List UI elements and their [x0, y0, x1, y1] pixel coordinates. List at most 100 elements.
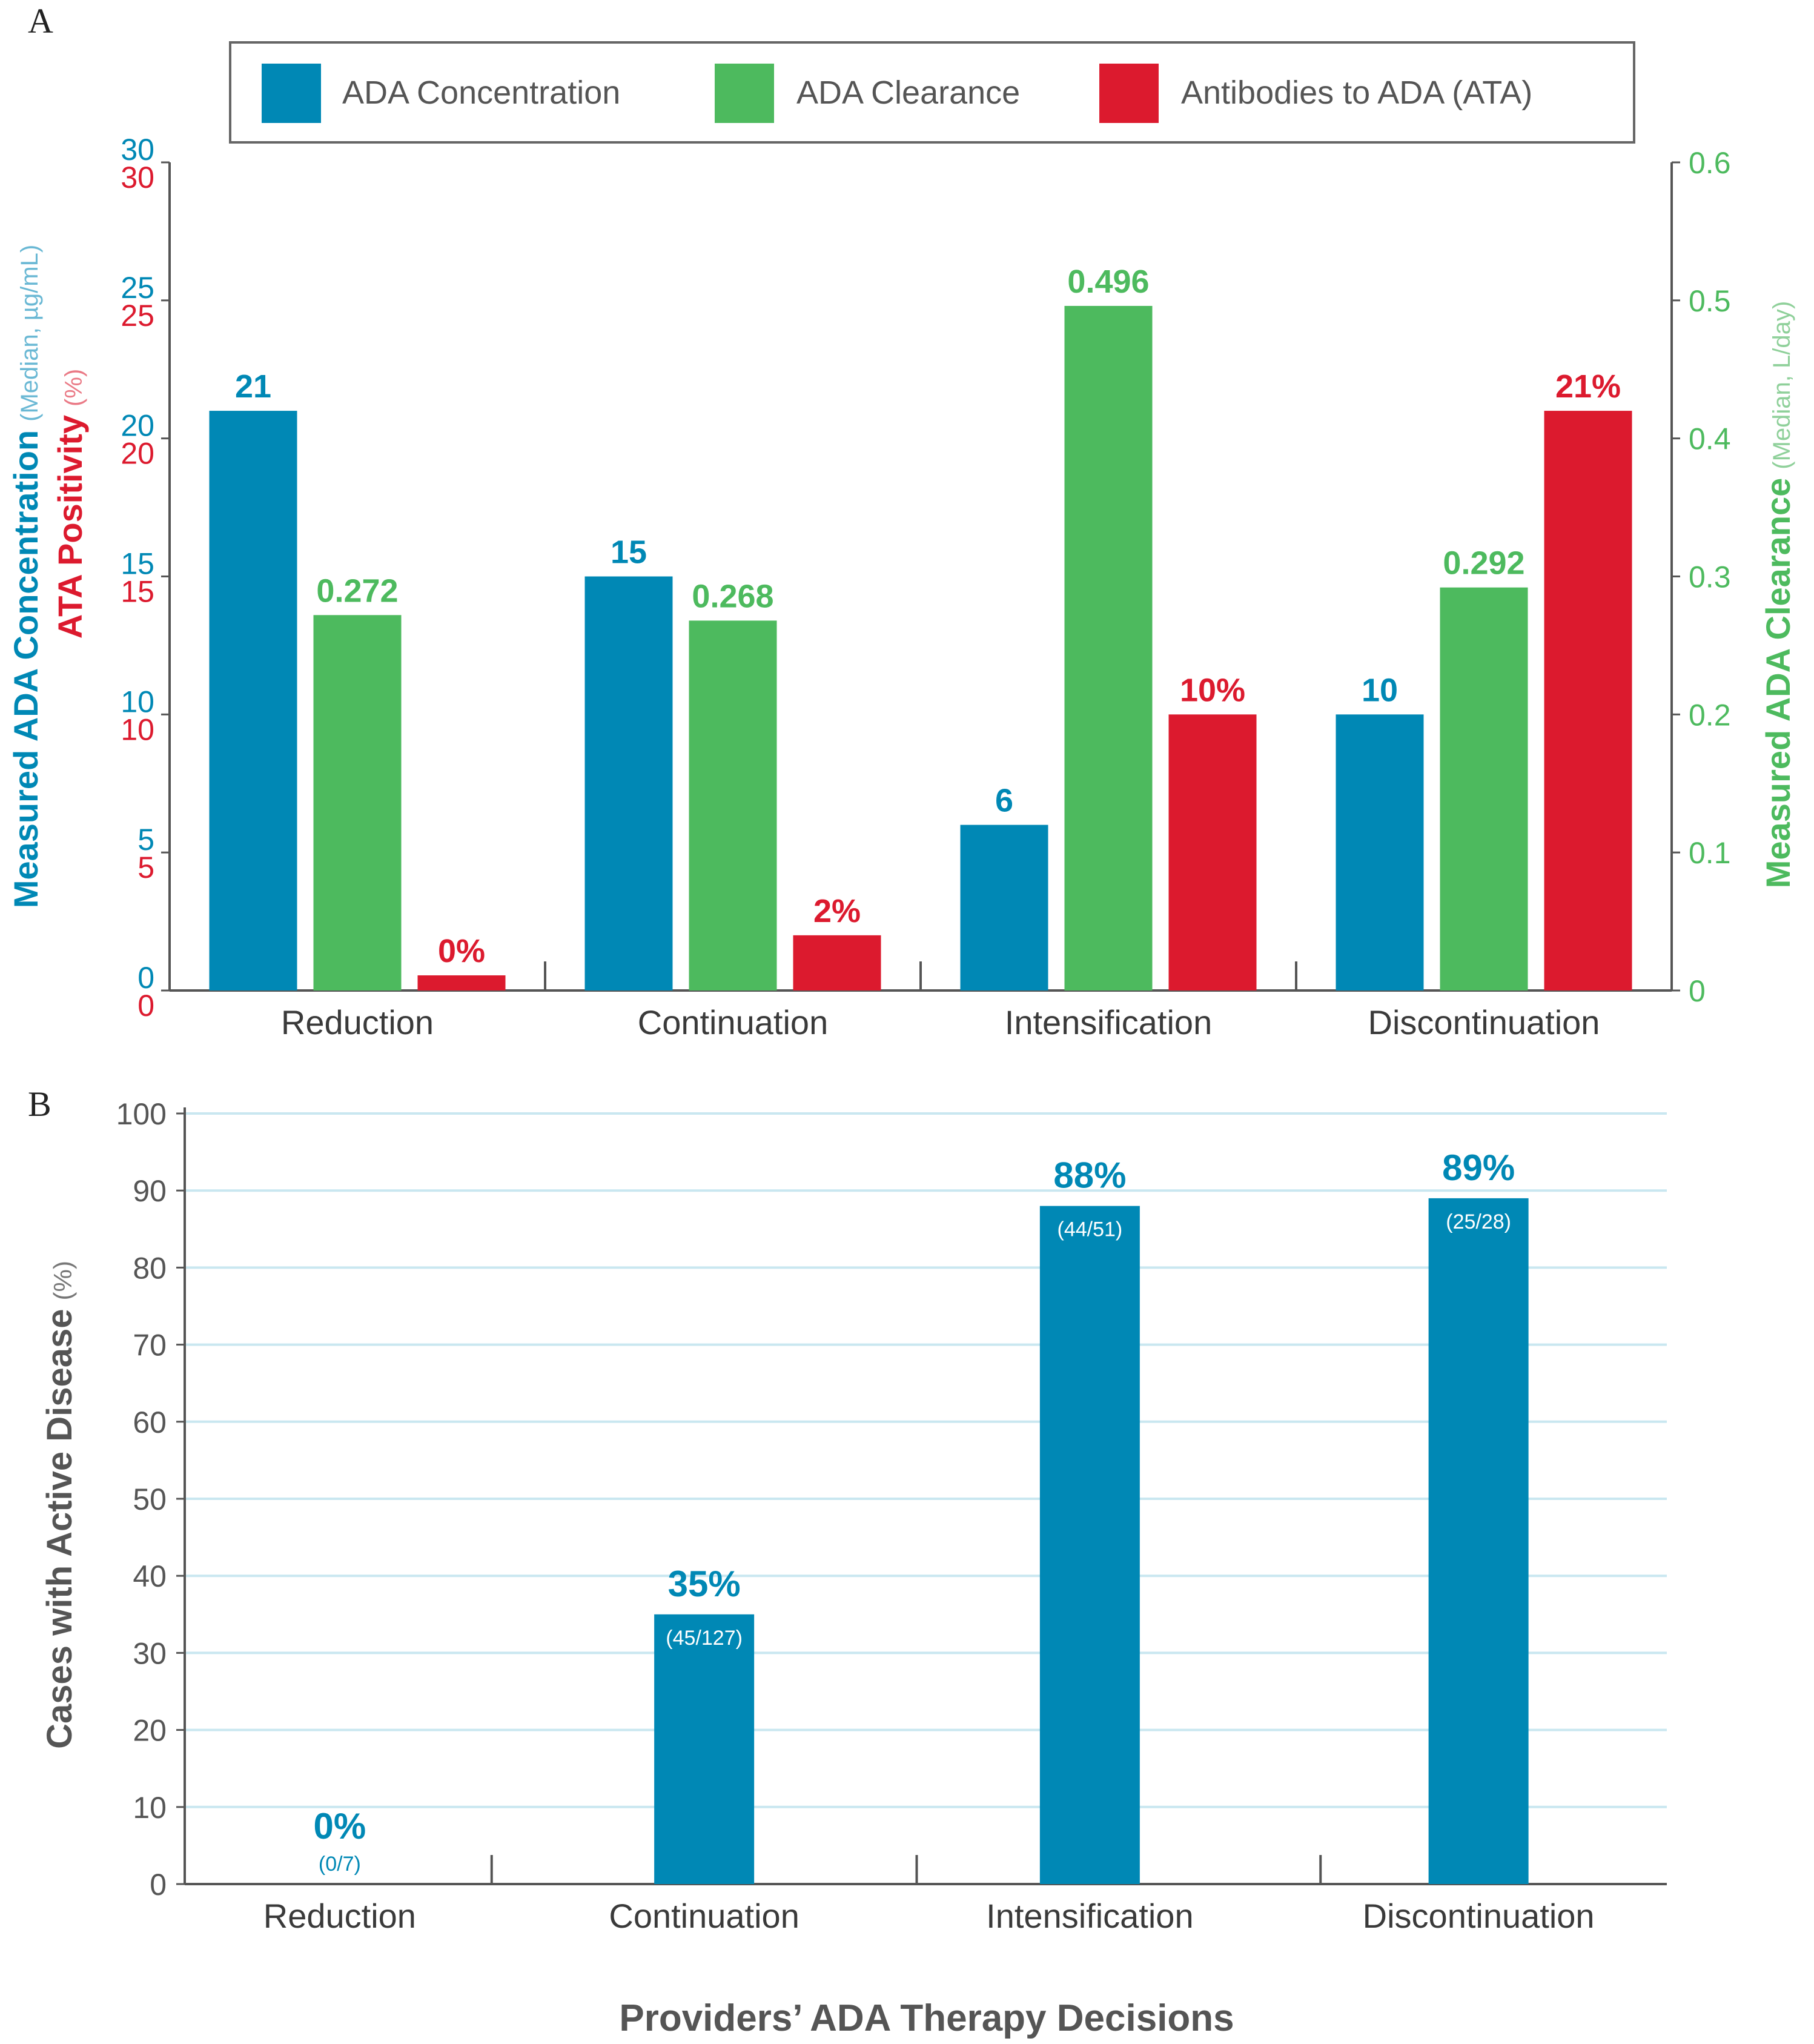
- chart-a-data-label-clearance: 0.268: [692, 578, 773, 614]
- chart-a-bar-clearance: [1440, 587, 1528, 990]
- chart-a-data-label-ata: 0%: [438, 933, 485, 969]
- chart-a-bar-clearance: [689, 620, 777, 990]
- chart-a-left-tick-label-ata: 15: [121, 575, 154, 609]
- chart-a-data-label-concentration: 21: [235, 368, 271, 405]
- chart-b-y-tick-label: 80: [133, 1251, 167, 1285]
- chart-b-y-tick-label: 40: [133, 1559, 167, 1593]
- legend-frame: [229, 41, 1635, 144]
- legend-swatch-ata: [1099, 64, 1159, 123]
- chart-a-data-label-ata: 2%: [813, 893, 861, 929]
- chart-b-data-sublabel: (0/7): [319, 1853, 361, 1876]
- chart-b-x-tick-label: Reduction: [263, 1897, 416, 1935]
- chart-a-right-tick-label: 0.3: [1689, 560, 1731, 594]
- chart-a-bar-ata: [793, 935, 881, 990]
- chart-a-left-tick-label-concentration: 10: [121, 685, 154, 718]
- chart-a-left-tick-label-ata: 5: [137, 851, 154, 884]
- chart-a-left-tick-label-ata: 20: [121, 437, 154, 471]
- chart-a-bar-concentration: [1336, 714, 1424, 990]
- panel-b-letter: B: [28, 1084, 51, 1124]
- chart-a-legend: ADA Concentration ADA Clearance Antibodi…: [229, 41, 1635, 144]
- chart-b-data-sublabel: (25/28): [1446, 1210, 1511, 1233]
- chart-b-y-tick-label: 70: [133, 1329, 167, 1362]
- chart-a-right-tick-label: 0.2: [1689, 698, 1731, 732]
- chart-b: 0 10 20 30 40 50 60 70 80 90 100 0% (0/7) Reduction 35…: [40, 1097, 1667, 2039]
- chart-b-y-tick-label: 0: [150, 1868, 167, 1902]
- chart-b-data-label: 35%: [668, 1564, 741, 1604]
- chart-b-y-axis-title-main: Cases with Active Disease: [40, 1309, 79, 1748]
- chart-a-data-label-concentration: 6: [995, 783, 1013, 819]
- chart-a-bar-ata: [1544, 411, 1632, 990]
- chart-a-left-tick-label-ata: 30: [121, 161, 154, 194]
- chart-b-data-sublabel: (44/51): [1058, 1218, 1123, 1241]
- chart-b-y-tick-label: 30: [133, 1636, 167, 1670]
- chart-b-bar: [654, 1614, 755, 1884]
- chart-b-bar: [1039, 1206, 1140, 1884]
- chart-a-data-label-clearance: 0.496: [1067, 264, 1149, 300]
- chart-a-data-label-concentration: 15: [611, 534, 647, 571]
- chart-a-left-tick-label-concentration: 5: [137, 823, 154, 857]
- panel-a-letter: A: [28, 1, 53, 41]
- chart-a-left-axis-title-main: Measured ADA Concentration: [7, 430, 45, 908]
- chart-b-y-tick-label: 10: [133, 1791, 167, 1825]
- chart-a-bar-concentration: [209, 411, 297, 990]
- chart-a-right-tick-label: 0: [1689, 974, 1706, 1008]
- chart-a-left-tick-label-concentration: 25: [121, 271, 154, 305]
- legend-label-ada-concentration: ADA Concentration: [342, 75, 620, 111]
- chart-a-bar-concentration: [584, 576, 673, 990]
- chart-a-x-tick-label: Continuation: [638, 1003, 828, 1041]
- legend-swatch-ada-clearance: [715, 64, 774, 123]
- chart-a-right-axis-title-unit: (Median, L/day): [1769, 301, 1795, 470]
- chart-a-left-tick-label-concentration: 20: [121, 409, 154, 443]
- chart-a-bar-clearance: [313, 615, 402, 990]
- chart-a-right-tick-label: 0.6: [1689, 146, 1731, 180]
- chart-a-bar-ata: [1168, 714, 1257, 990]
- chart-a-bar-concentration: [960, 825, 1048, 990]
- chart-a-left-tick-label-ata: 10: [121, 712, 154, 746]
- chart-a-x-tick-label: Reduction: [281, 1003, 434, 1041]
- chart-a-left-axis-title-2-main: ATA Positivity: [51, 415, 89, 639]
- legend-swatch-ada-concentration: [262, 64, 321, 123]
- chart-b-data-label: 0%: [314, 1806, 366, 1847]
- chart-a-right-axis-title: Measured ADA Clearance (Median, L/day): [1759, 301, 1797, 888]
- chart-b-y-axis-title-unit: (%): [48, 1261, 77, 1300]
- legend-label-ada-clearance: ADA Clearance: [796, 75, 1020, 111]
- chart-a-left-axis-title-unit: (Median, µg/mL): [16, 245, 43, 422]
- chart-a-right-tick-label: 0.4: [1689, 422, 1731, 456]
- chart-b-y-tick-label: 50: [133, 1482, 167, 1516]
- chart-a-data-label-ata: 10%: [1180, 672, 1245, 708]
- chart-a-right-tick-label: 0.5: [1689, 284, 1731, 318]
- chart-a-left-axis-title: Measured ADA Concentration (Median, µg/mL…: [7, 245, 45, 908]
- chart-a-bar-ata: [417, 975, 506, 990]
- chart-b-x-tick-label: Intensification: [986, 1897, 1193, 1935]
- chart-b-y-tick-label: 100: [116, 1097, 167, 1131]
- chart-a-data-label-clearance: 0.292: [1443, 545, 1524, 582]
- chart-a-x-tick-label: Intensification: [1005, 1003, 1212, 1041]
- chart-a-left-tick-label-concentration: 0: [137, 961, 154, 995]
- chart-b-bar: [1428, 1198, 1529, 1884]
- chart-b-data-label: 88%: [1053, 1155, 1126, 1196]
- chart-b-y-tick-label: 20: [133, 1714, 167, 1748]
- chart-b-x-tick-label: Discontinuation: [1363, 1897, 1595, 1935]
- chart-b-x-tick-label: Continuation: [609, 1897, 799, 1935]
- chart-a-left-tick-label-concentration: 30: [121, 133, 154, 167]
- chart-a-data-label-concentration: 10: [1362, 672, 1398, 708]
- chart-a-x-tick-label: Discontinuation: [1368, 1003, 1600, 1041]
- chart-b-y-axis-title: Cases with Active Disease (%): [40, 1261, 79, 1749]
- chart-b-x-axis-title: Providers’ ADA Therapy Decisions: [619, 1997, 1234, 2039]
- chart-a-left-axis-title-2: ATA Positivity (%): [51, 369, 89, 639]
- chart-b-data-label: 89%: [1442, 1147, 1515, 1188]
- chart-a-left-tick-label-ata: 0: [137, 989, 154, 1023]
- chart-a-data-label-clearance: 0.272: [316, 572, 398, 609]
- chart-a: 00551010151520202525303000.10.20.30.40.5…: [7, 133, 1797, 1041]
- legend-label-ata: Antibodies to ADA (ATA): [1181, 75, 1532, 111]
- chart-a-left-axis-title-2-unit: (%): [61, 369, 87, 406]
- chart-a-left-tick-label-ata: 25: [121, 299, 154, 333]
- chart-a-right-tick-label: 0.1: [1689, 836, 1731, 870]
- chart-a-data-label-ata: 21%: [1555, 368, 1621, 405]
- chart-a-right-axis-title-main: Measured ADA Clearance: [1759, 478, 1797, 888]
- chart-a-bar-clearance: [1064, 305, 1153, 990]
- chart-b-data-sublabel: (45/127): [666, 1627, 743, 1650]
- chart-b-y-tick-label: 90: [133, 1174, 167, 1208]
- chart-a-left-tick-label-concentration: 15: [121, 547, 154, 581]
